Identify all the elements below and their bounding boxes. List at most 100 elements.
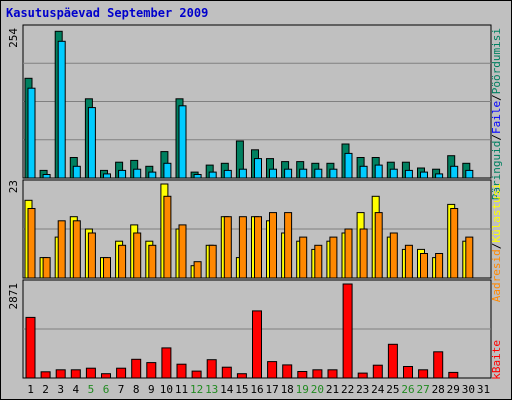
series-label-part: / (490, 243, 503, 250)
files-bar-day-18 (284, 168, 293, 179)
files-bar-day-13 (208, 171, 217, 179)
files-bar-day-4 (72, 165, 81, 179)
x-tick-label-day-8: 8 (133, 383, 140, 396)
x-tick-label-day-1: 1 (27, 383, 34, 396)
series-label-part: Päringuid (490, 141, 503, 201)
series-label-part: Külastusi (490, 183, 503, 243)
files-bar-day-17 (269, 168, 277, 179)
visits-bar-day-20 (314, 244, 323, 279)
series-labels: Päringuid/Faile/PöördumisiAadresid/Külas… (490, 28, 503, 380)
series-label-part: kBaite (490, 340, 503, 380)
kbytes-bar-day-7 (116, 367, 127, 379)
files-bar-day-6 (103, 173, 111, 179)
kbytes-bar-day-18 (282, 364, 293, 379)
files-bar-day-3 (57, 40, 66, 179)
y-tick-label-kbytes: 2871 (7, 283, 20, 310)
x-tick-labels: 1 2 3 4 5 6 7 8 9 10 11 12 13 14 15 16 17 18 19 20 21 22 23 24 2… (27, 383, 490, 396)
visits-bar-day-15 (238, 216, 247, 279)
x-tick-label-day-13: 13 (205, 383, 218, 396)
files-bar-day-23 (359, 165, 368, 179)
files-bar-day-22 (344, 152, 353, 179)
visits-bar-day-25 (389, 232, 398, 279)
files-bar-day-16 (254, 158, 262, 179)
files-bar-day-29 (450, 165, 459, 179)
files-bar-day-24 (374, 164, 383, 179)
visits-bar-day-18 (284, 212, 293, 279)
visits-bar-day-29 (450, 208, 459, 279)
x-tick-label-day-15: 15 (235, 383, 248, 396)
files-bar-day-5 (87, 107, 96, 179)
visits-bar-day-27 (420, 253, 428, 279)
kbytes-bar-day-20 (312, 369, 323, 379)
y-tick-labels: 254 23 2871 (7, 28, 20, 310)
kbytes-bar-day-8 (131, 358, 142, 379)
files-bar-day-8 (133, 168, 142, 179)
kbytes-bar-day-24 (372, 364, 383, 379)
kbytes-bar-day-25 (387, 343, 398, 379)
files-bar-day-10 (163, 162, 172, 179)
kbytes-bar-day-5 (85, 367, 96, 379)
x-tick-label-day-12: 12 (190, 383, 203, 396)
x-tick-label-day-31: 31 (477, 383, 490, 396)
kbytes-bar-day-16 (252, 310, 262, 379)
files-bar-day-26 (404, 169, 413, 179)
visits-bar-day-16 (254, 216, 262, 279)
visits-bar-day-8 (133, 232, 142, 279)
x-tick-label-day-7: 7 (118, 383, 125, 396)
files-bar-day-2 (42, 174, 51, 179)
series-label-part: Pöördumisi (490, 28, 503, 94)
visits-bar-day-13 (208, 244, 217, 279)
files-bar-day-14 (223, 169, 232, 179)
y-tick-label-visits: 23 (7, 180, 20, 193)
series-label-panel-3: kBaite (490, 340, 503, 380)
x-tick-label-day-10: 10 (160, 383, 173, 396)
visits-bar-day-2 (42, 257, 51, 279)
kbytes-bar-day-28 (433, 351, 444, 379)
x-tick-label-day-5: 5 (88, 383, 95, 396)
kbytes-bar-day-12 (191, 370, 202, 379)
files-bar-day-12 (193, 174, 202, 179)
files-bar-day-27 (420, 171, 428, 179)
kbytes-bar-day-9 (146, 362, 157, 379)
kbytes-bar-day-27 (418, 369, 429, 379)
x-tick-label-day-23: 23 (356, 383, 369, 396)
x-tick-label-day-20: 20 (311, 383, 324, 396)
files-bar-day-21 (329, 168, 338, 179)
kbytes-bar-day-11 (176, 363, 187, 379)
chart-title: Kasutuspäevad September 2009 (6, 6, 208, 20)
kbytes-bar-day-6 (101, 373, 111, 379)
files-bar-day-9 (148, 171, 157, 179)
x-tick-label-day-26: 26 (401, 383, 414, 396)
kbytes-bar-day-13 (206, 359, 217, 379)
series-label-part: / (490, 134, 503, 141)
visits-bar-day-22 (344, 228, 353, 279)
y-tick-label-pages: 254 (7, 28, 20, 48)
kbytes-bar-day-26 (403, 366, 413, 379)
files-bar-day-28 (435, 173, 444, 179)
x-tick-label-day-2: 2 (42, 383, 49, 396)
files-bar-day-7 (118, 169, 127, 179)
kbytes-bar-day-29 (448, 371, 459, 379)
x-tick-label-day-4: 4 (72, 383, 79, 396)
visits-bar-day-12 (193, 261, 202, 279)
visits-bar-day-23 (359, 228, 368, 279)
visits-bar-day-7 (118, 244, 127, 279)
series-label-panel-1: Päringuid/Faile/Pöördumisi (490, 28, 503, 200)
kbytes-bar-day-10 (161, 347, 172, 379)
files-bar-day-30 (465, 169, 474, 179)
x-tick-label-day-25: 25 (386, 383, 399, 396)
files-bar-day-19 (299, 168, 308, 179)
visits-bar-day-24 (374, 212, 383, 279)
visits-bar-day-1 (27, 208, 36, 279)
kbytes-bar-day-14 (221, 366, 232, 379)
series-label-part: Aadresid (490, 249, 503, 302)
visits-bar-day-10 (163, 195, 172, 279)
files-bar-day-25 (389, 168, 398, 179)
x-tick-label-day-27: 27 (416, 383, 429, 396)
visits-bar-day-14 (223, 216, 232, 279)
kbytes-bar-day-2 (40, 371, 51, 379)
visits-bar-day-5 (87, 232, 96, 279)
kbytes-bar-day-22 (342, 283, 353, 379)
kbytes-bar-day-4 (70, 369, 81, 379)
